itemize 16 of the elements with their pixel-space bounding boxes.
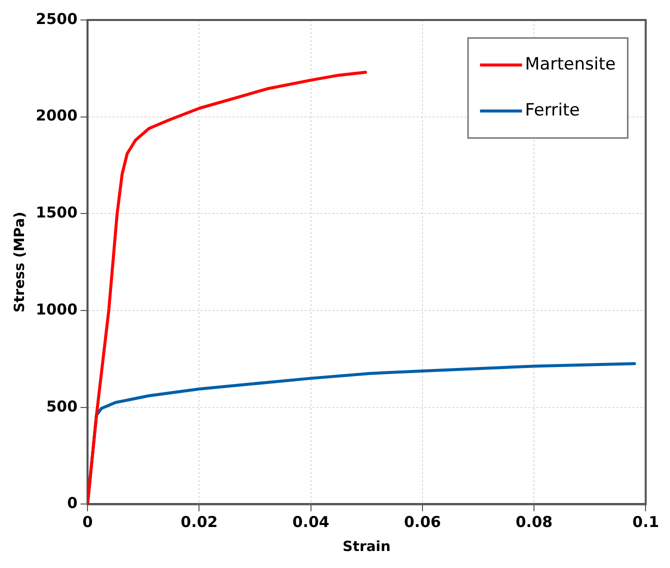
x-tick-label: 0.1 <box>632 513 660 532</box>
y-axis-title: Stress (MPa) <box>12 212 28 312</box>
y-tick-label: 0 <box>67 494 78 512</box>
y-tick-label: 500 <box>46 397 78 416</box>
x-tick-label: 0.08 <box>516 513 553 532</box>
x-axis-title: Strain <box>342 539 391 556</box>
x-tick-label: 0.06 <box>404 513 441 532</box>
y-tick-label: 2500 <box>36 10 78 28</box>
x-tick-label: 0.04 <box>292 513 330 532</box>
legend-label: Ferrite <box>525 100 580 120</box>
x-tick-label: 0.02 <box>180 513 218 532</box>
y-tick-label: 1000 <box>36 300 78 318</box>
legend-label: Martensite <box>525 54 616 74</box>
y-tick-label: 2000 <box>36 106 78 125</box>
y-tick-label: 1500 <box>36 204 78 222</box>
x-tick-label: 0 <box>82 513 93 532</box>
